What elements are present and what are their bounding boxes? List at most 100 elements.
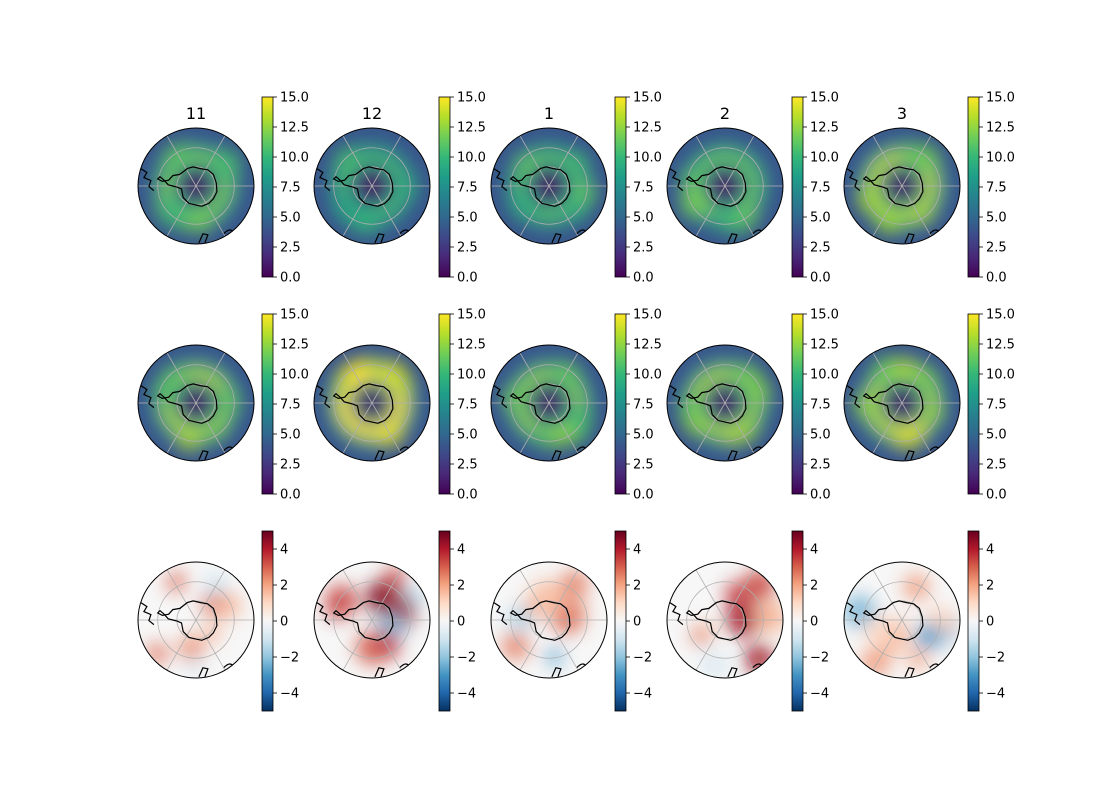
data-patch bbox=[214, 389, 240, 414]
antarctica-coastline bbox=[509, 600, 571, 641]
antarctica-coastline bbox=[156, 383, 218, 424]
colorbar: −4 −2 0 2 4 bbox=[614, 530, 652, 712]
colorbar-tick-label: 10.0 bbox=[986, 368, 1015, 383]
map-panels: 110.02.55.07.510.012.515.0120.02.55.07.5… bbox=[137, 91, 1015, 712]
colorbar-tick-label: 2 bbox=[457, 579, 465, 594]
antarctica-coastline bbox=[156, 166, 218, 207]
longitude-grid bbox=[195, 569, 226, 621]
map-panel bbox=[137, 344, 255, 462]
data-anomaly bbox=[501, 632, 530, 661]
colorbar-tick-label: 2 bbox=[280, 579, 288, 594]
map-border bbox=[313, 127, 431, 245]
new-zealand-coastline bbox=[551, 233, 562, 244]
map-border bbox=[666, 127, 784, 245]
data-patch bbox=[875, 204, 904, 234]
south-america-coastline bbox=[316, 602, 331, 626]
longitude-grid bbox=[166, 352, 197, 404]
longitude-grid bbox=[195, 185, 226, 237]
longitude-grid bbox=[195, 352, 226, 404]
colorbar-fill bbox=[438, 530, 451, 712]
data-anomaly bbox=[865, 616, 895, 647]
longitude-grid bbox=[195, 402, 226, 454]
map-panel bbox=[843, 561, 961, 679]
longitude-grid bbox=[901, 402, 932, 454]
colorbar-tick-label: 15.0 bbox=[633, 91, 662, 106]
colorbar: −4 −2 0 2 4 bbox=[967, 530, 1005, 712]
colorbar-tick-label: 10.0 bbox=[986, 151, 1015, 166]
map-border bbox=[843, 344, 961, 462]
data-anomaly bbox=[507, 606, 533, 631]
longitude-grid bbox=[548, 352, 579, 404]
longitude-grid bbox=[548, 185, 579, 237]
data-anomaly bbox=[560, 570, 589, 599]
colorbar-tick-label: 7.5 bbox=[280, 398, 301, 413]
colorbar-tick-label: 12.5 bbox=[633, 338, 662, 353]
longitude-grid bbox=[695, 352, 726, 404]
map-border bbox=[843, 561, 961, 679]
colorbar-tick-label: 0 bbox=[280, 615, 288, 630]
map-border bbox=[137, 561, 255, 679]
colorbar-tick-label: 4 bbox=[457, 543, 465, 558]
data-anomaly bbox=[697, 622, 714, 639]
colorbar-tick-label: 15.0 bbox=[280, 91, 309, 106]
colorbar-tick-label: 7.5 bbox=[986, 398, 1007, 413]
colorbar-tick-label: 7.5 bbox=[280, 181, 301, 196]
longitude-grid bbox=[371, 185, 402, 237]
map-border bbox=[313, 344, 431, 462]
data-anomaly bbox=[916, 622, 943, 649]
map-panel bbox=[137, 561, 255, 679]
longitude-grid bbox=[548, 135, 579, 187]
longitude-grid bbox=[166, 569, 197, 621]
colorbar: −4 −2 0 2 4 bbox=[791, 530, 829, 712]
map-border bbox=[843, 127, 961, 245]
colorbar-tick-label: 15.0 bbox=[986, 308, 1015, 323]
longitude-grid bbox=[695, 185, 726, 237]
south-america-coastline bbox=[140, 168, 155, 192]
longitude-grid bbox=[901, 352, 932, 404]
colorbar-tick-label: 12.5 bbox=[810, 121, 839, 136]
data-patch bbox=[159, 198, 188, 227]
colorbar-tick-label: 10.0 bbox=[457, 151, 486, 166]
map-border bbox=[666, 561, 784, 679]
map-panel: 1 bbox=[490, 104, 608, 245]
panel-title: 3 bbox=[897, 104, 907, 123]
colorbar-tick-label: 5.0 bbox=[986, 211, 1007, 226]
data-patch bbox=[178, 429, 200, 451]
south-america-coastline bbox=[140, 602, 155, 626]
data-patch bbox=[551, 423, 574, 446]
colorbar-fill bbox=[261, 96, 274, 278]
colorbar-tick-label: 5.0 bbox=[810, 428, 831, 443]
colorbar-tick-label: 7.5 bbox=[633, 181, 654, 196]
south-america-coastline bbox=[493, 385, 508, 409]
south-america-coastline bbox=[140, 385, 155, 409]
colorbar-tick-label: 2.5 bbox=[457, 241, 478, 256]
map-panel bbox=[490, 344, 608, 462]
colorbar-tick-label: 5.0 bbox=[280, 211, 301, 226]
longitude-grid bbox=[519, 135, 550, 187]
colorbar-tick-label: 12.5 bbox=[280, 121, 309, 136]
colorbar-tick-label: −2 bbox=[280, 651, 299, 666]
longitude-grid bbox=[901, 569, 932, 621]
colorbar-tick-label: 4 bbox=[280, 543, 288, 558]
longitude-grid bbox=[872, 352, 903, 404]
map-border bbox=[137, 344, 255, 462]
panel-title: 12 bbox=[362, 104, 382, 123]
colorbar-tick-label: 15.0 bbox=[810, 91, 839, 106]
data-anomaly bbox=[215, 593, 241, 619]
map-panel: 12 bbox=[313, 104, 431, 245]
antarctica-coastline bbox=[685, 383, 747, 424]
south-america-coastline bbox=[316, 385, 331, 409]
antarctica-coastline bbox=[156, 600, 218, 641]
longitude-grid bbox=[519, 402, 550, 454]
colorbar-tick-label: 12.5 bbox=[457, 338, 486, 353]
colorbar-tick-label: −4 bbox=[457, 687, 476, 702]
colorbar-tick-label: 15.0 bbox=[457, 91, 486, 106]
longitude-grid bbox=[342, 135, 373, 187]
longitude-grid bbox=[166, 402, 197, 454]
map-panel: 11 bbox=[137, 104, 255, 245]
new-zealand-coastline bbox=[551, 450, 562, 461]
colorbar-tick-label: 2.5 bbox=[280, 458, 301, 473]
data-patch bbox=[721, 206, 748, 234]
colorbar: 0.0 2.5 5.0 7.5 10.0 12.5 15.0 bbox=[791, 91, 839, 286]
longitude-grid bbox=[695, 135, 726, 187]
